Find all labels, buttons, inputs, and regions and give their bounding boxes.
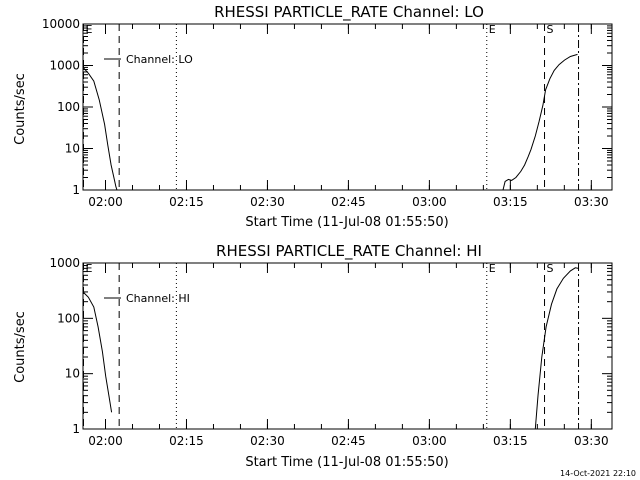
panel-hi-ytick-label: 100 xyxy=(57,311,80,325)
panel-lo-xlabel: Start Time (11-Jul-08 01:55:50) xyxy=(245,215,448,230)
panel-hi-title: RHESSI PARTICLE_RATE Channel: HI xyxy=(216,242,482,261)
panel-lo-ylabel: Counts/sec xyxy=(13,73,28,145)
panel-lo-xtick-label: 02:45 xyxy=(331,195,366,209)
panel-lo-plot: 1 10 100 1000 10000 02:00 02:15 02:30 02:45 03:00… xyxy=(42,17,613,209)
panel-hi-xtick-label: 02:30 xyxy=(250,434,285,448)
panel-lo-event-label: E xyxy=(489,23,496,36)
panel-hi-xlabel: Start Time (11-Jul-08 01:55:50) xyxy=(245,455,448,470)
panel-hi-xtick-label: 02:15 xyxy=(169,434,204,448)
panel-hi-plot: 1 10 100 1000 02:00 02:15 02:30 02:45 03:00 03:15… xyxy=(49,256,613,448)
panel-hi-xtick-label: 02:45 xyxy=(331,434,366,448)
panel-lo-event-label: E xyxy=(86,23,93,36)
panel-lo-legend-label: Channel: LO xyxy=(126,53,193,66)
panel-lo-xtick-label: 02:00 xyxy=(88,195,123,209)
panel-lo-ytick-label: 100 xyxy=(57,100,80,114)
panel-lo-ytick-label: 1 xyxy=(72,183,80,197)
panel-hi-xtick-label: 02:00 xyxy=(88,434,123,448)
panel-lo-series-line xyxy=(82,67,118,191)
panel-lo-xtick-label: 03:30 xyxy=(574,195,609,209)
panel-hi-series-line xyxy=(82,291,113,413)
panel-lo-ytick-label: 1000 xyxy=(49,59,80,73)
panel-lo-xtick-label: 03:00 xyxy=(412,195,447,209)
panel-hi: RHESSI PARTICLE_RATE Channel: HI Counts/… xyxy=(13,242,613,470)
panel-hi-event-label: E xyxy=(86,262,93,275)
panel-hi-xtick-label: 03:00 xyxy=(412,434,447,448)
panel-lo-xtick-label: 02:15 xyxy=(169,195,204,209)
panel-hi-event-label: S xyxy=(547,262,554,275)
panel-lo-series-line xyxy=(502,53,578,191)
panel-lo-xtick-label: 03:15 xyxy=(493,195,528,209)
panel-hi-legend-label: Channel: HI xyxy=(126,292,190,305)
generation-timestamp: 14-Oct-2021 22:10 xyxy=(560,469,636,478)
panel-lo: RHESSI PARTICLE_RATE Channel: LO Counts/… xyxy=(13,3,613,230)
panel-lo-ytick-label: 10000 xyxy=(42,17,80,31)
panel-hi-frame xyxy=(82,262,613,430)
panel-hi-ytick-label: 1 xyxy=(72,422,80,436)
panel-lo-ytick-label: 10 xyxy=(65,142,80,156)
panel-hi-xtick-label: 03:30 xyxy=(574,434,609,448)
panel-lo-title: RHESSI PARTICLE_RATE Channel: LO xyxy=(214,3,484,22)
panel-hi-event-label: E xyxy=(489,262,496,275)
panel-hi-series-line xyxy=(534,267,579,430)
panel-lo-event-label: S xyxy=(547,23,554,36)
panel-lo-xtick-label: 02:30 xyxy=(250,195,285,209)
panel-hi-ytick-label: 1000 xyxy=(49,256,80,270)
panel-hi-xtick-label: 03:15 xyxy=(493,434,528,448)
panel-hi-ytick-label: 10 xyxy=(65,367,80,381)
panel-hi-ylabel: Counts/sec xyxy=(13,311,28,383)
